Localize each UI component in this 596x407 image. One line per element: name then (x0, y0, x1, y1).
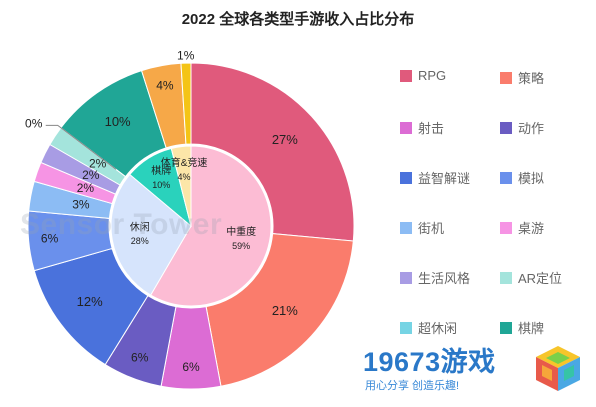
legend-label: 棋牌 (518, 321, 545, 336)
leader-line-cat-10 (45, 124, 117, 170)
legend-label: 街机 (418, 221, 445, 236)
legend-swatch (400, 121, 412, 134)
legend-item-cat-7: 桌游 (500, 218, 544, 237)
outer-ring (27, 62, 355, 390)
inner-slice-cat-1 (110, 173, 192, 296)
outer-slice-cat-13 (180, 62, 192, 145)
outer-label-cat-11: 10% (105, 114, 131, 129)
inner-category-label-cat-1: 休闲 (130, 220, 150, 233)
inner-value-label-cat-1: 28% (131, 236, 149, 246)
legend-item-cat-3: 动作 (500, 118, 544, 137)
legend-swatch (500, 71, 512, 84)
legend-swatch (500, 121, 512, 134)
legend-item-ar: AR定位 (500, 268, 562, 287)
outer-label-cat-5: 6% (41, 231, 59, 245)
legend-label: 射击 (418, 121, 445, 136)
inner-value-label-cat-3: 4% (178, 172, 191, 182)
legend-item-cat-4: 益智解谜 (400, 168, 470, 187)
legend-swatch (400, 321, 412, 334)
outer-label-cat-2: 6% (182, 360, 200, 374)
outer-slice-cat-1 (205, 233, 354, 387)
outer-label-rpg: 27% (272, 132, 298, 147)
legend-swatch (500, 321, 512, 334)
outer-slice-rpg (190, 62, 355, 242)
legend-label: 超休闲 (418, 321, 458, 336)
legend-swatch (500, 171, 512, 184)
legend-label: 模拟 (518, 171, 545, 186)
legend-swatch (400, 271, 412, 284)
outer-label-cat-1: 21% (272, 303, 298, 318)
legend-item-cat-11: 棋牌 (500, 318, 544, 337)
legend-item-cat-8: 生活风格 (400, 268, 470, 287)
legend-swatch (400, 221, 412, 234)
legend-label: RPG (418, 68, 447, 83)
outer-label-cat-12: 4% (156, 79, 174, 93)
outer-label-cat-3: 6% (131, 351, 149, 365)
outer-label-cat-13: 1% (177, 48, 195, 62)
inner-category-label-cat-0: 中重度 (226, 225, 256, 238)
outer-label-cat-10: 0% (25, 117, 43, 131)
inner-value-label-cat-2: 10% (152, 180, 170, 190)
inner-ring (110, 145, 272, 307)
legend-label: 策略 (518, 71, 545, 86)
legend-swatch (400, 171, 412, 184)
legend-swatch (500, 221, 512, 234)
legend-item-rpg: RPG (400, 68, 446, 83)
legend-label: 桌游 (518, 221, 545, 236)
legend-item-cat-1: 策略 (500, 68, 544, 87)
outer-label-cat-4: 12% (77, 294, 103, 309)
legend-swatch (500, 271, 512, 284)
inner-value-label-cat-0: 59% (232, 241, 250, 251)
logo-text: 19673游戏 (363, 347, 496, 377)
outer-label-cat-8: 2% (82, 168, 100, 182)
legend-swatch (400, 69, 412, 82)
legend-label: 生活风格 (418, 271, 471, 286)
legend-item-cat-5: 模拟 (500, 168, 544, 187)
outer-label-cat-6: 3% (72, 198, 90, 212)
inner-labels: 中重度 59% 休闲 28% 棋牌 10% 体育&竞速 4% (130, 156, 256, 251)
legend-item-cat-10: 超休闲 (400, 318, 457, 337)
legend-label: 益智解谜 (418, 171, 471, 186)
legend-item-cat-2: 射击 (400, 118, 444, 137)
legend-item-cat-6: 街机 (400, 218, 444, 237)
inner-slice-cat-0 (149, 145, 272, 307)
chart-title: 2022 全球各类型手游收入占比分布 (181, 11, 415, 28)
outer-label-ar: 2% (89, 156, 107, 170)
site-logo: 19673游戏 用心分享 创造乐趣! (356, 336, 596, 407)
legend-label: AR定位 (518, 271, 563, 286)
outer-labels: 27%21%6%6%12%6%3%2%2%2%0% 10%4%1% (25, 48, 298, 374)
legend-label: 动作 (518, 121, 545, 136)
cube-logo-icon (536, 346, 580, 391)
inner-category-label-cat-3: 体育&竞速 (161, 156, 208, 169)
inner-category-label-cat-2: 棋牌 (151, 164, 171, 177)
logo-slogan: 用心分享 创造乐趣! (365, 380, 460, 392)
inner-slice-cat-3 (170, 145, 192, 227)
outer-label-cat-7: 2% (77, 181, 95, 195)
